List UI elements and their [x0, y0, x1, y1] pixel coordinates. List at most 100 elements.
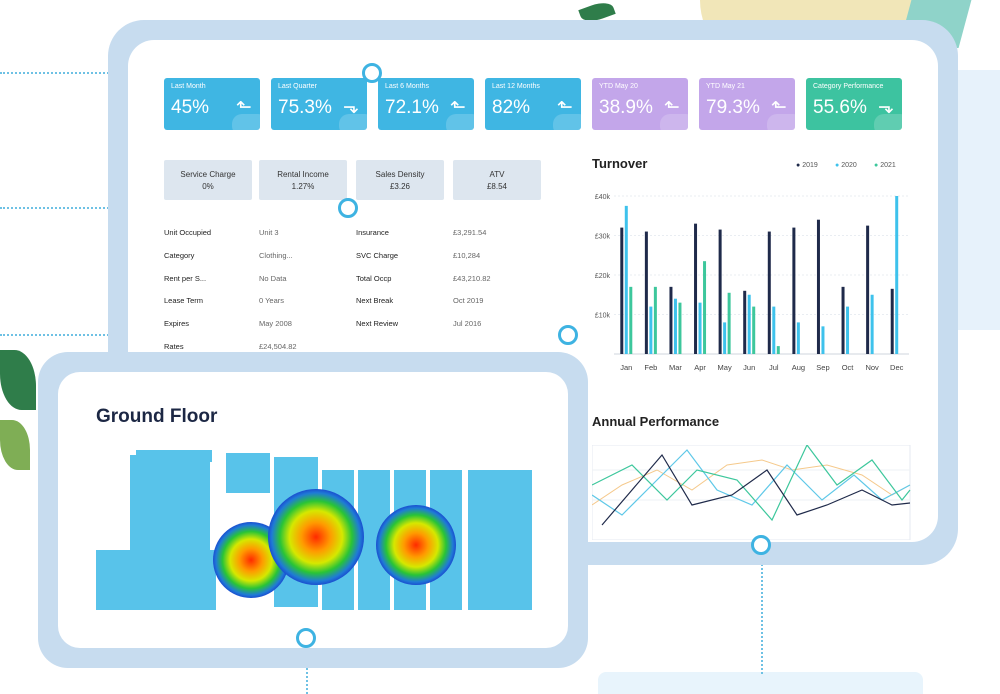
detail-label: Category — [164, 251, 195, 260]
kpi-card-ytd-may-20[interactable]: YTD May 20 38.9% ⬑ — [592, 78, 688, 130]
kpi-decor — [767, 114, 795, 130]
stat-card-atv[interactable]: ATV £8.54 — [453, 160, 541, 200]
bar[interactable] — [698, 302, 702, 354]
kpi-card-ytd-may-21[interactable]: YTD May 21 79.3% ⬑ — [699, 78, 795, 130]
kpi-decor — [874, 114, 902, 130]
connector-node-5 — [296, 628, 316, 648]
stat-card-rental-income[interactable]: Rental Income 1.27% — [259, 160, 347, 200]
bar[interactable] — [772, 306, 776, 354]
bar[interactable] — [673, 298, 677, 354]
trend-arrow-icon: ⬎ — [878, 97, 894, 118]
kpi-card-last-12-months[interactable]: Last 12 Months 82% ⬑ — [485, 78, 581, 130]
bar[interactable] — [890, 288, 894, 354]
trend-arrow-icon: ⬎ — [343, 97, 359, 118]
detail-value: £43,210.82 — [453, 274, 491, 283]
legend-item-2020[interactable]: ● 2020 — [835, 162, 857, 169]
bar[interactable] — [841, 286, 845, 354]
stat-card-service-charge[interactable]: Service Charge 0% — [164, 160, 252, 200]
bar[interactable] — [792, 227, 796, 354]
bar[interactable] — [629, 286, 633, 354]
connector-node-1 — [362, 63, 382, 83]
bar[interactable] — [718, 229, 722, 354]
bar[interactable] — [796, 322, 800, 354]
bar[interactable] — [727, 292, 731, 354]
kpi-decor — [232, 114, 260, 130]
heat-spot[interactable] — [376, 505, 456, 585]
detail-value: £3,291.54 — [453, 228, 487, 237]
kpi-decor — [553, 114, 581, 130]
kpi-value: 45% — [171, 97, 210, 118]
detail-label: Total Occp — [356, 274, 392, 283]
x-tick-label: Aug — [792, 363, 805, 372]
connector-node-3 — [558, 325, 578, 345]
floor-unit[interactable] — [130, 455, 210, 550]
annual-chart-background — [592, 445, 911, 540]
kpi-label: Last Month — [171, 83, 206, 90]
kpi-card-last-quarter[interactable]: Last Quarter 75.3% ⬎ — [271, 78, 367, 130]
kpi-value: 38.9% — [599, 97, 653, 118]
bar[interactable] — [752, 306, 756, 354]
kpi-label: YTD May 20 — [599, 83, 638, 90]
legend-item-2021[interactable]: ● 2021 — [874, 162, 896, 169]
bar[interactable] — [620, 227, 624, 354]
kpi-card-last-6-months[interactable]: Last 6 Months 72.1% ⬑ — [378, 78, 474, 130]
detail-value: Jul 2016 — [453, 319, 482, 328]
bar[interactable] — [846, 306, 850, 354]
kpi-label: Last 12 Months — [492, 83, 540, 90]
leaf-decor-4 — [0, 420, 30, 470]
bar[interactable] — [624, 205, 628, 354]
kpi-decor — [446, 114, 474, 130]
detail-label: Next Review — [356, 319, 399, 328]
detail-label: Next Break — [356, 296, 394, 305]
floor-title: Ground Floor — [96, 406, 218, 427]
leaf-decor-3 — [0, 350, 36, 410]
turnover-bar-chart: £40k £30k £20k £10k Jan Feb Mar Apr May Jun Jul Aug… — [595, 194, 909, 372]
stat-card-sales-density[interactable]: Sales Density £3.26 — [356, 160, 444, 200]
kpi-value: 55.6% — [813, 97, 867, 118]
detail-value: £10,284 — [453, 251, 481, 260]
turnover-chart-title: Turnover — [592, 156, 648, 171]
x-tick-label: Dec — [890, 363, 904, 372]
bar[interactable] — [649, 306, 653, 354]
annual-line-navy — [601, 453, 911, 526]
x-tick-label: Mar — [669, 363, 682, 372]
floor-unit[interactable] — [96, 550, 216, 610]
heat-spot[interactable] — [268, 489, 364, 585]
floor-unit[interactable] — [468, 470, 532, 610]
legend-label: 2019 — [802, 162, 818, 169]
bar[interactable] — [821, 326, 825, 354]
bar[interactable] — [653, 286, 657, 354]
bar[interactable] — [678, 302, 682, 354]
kpi-decor — [660, 114, 688, 130]
bar[interactable] — [644, 231, 648, 354]
bar[interactable] — [723, 322, 727, 354]
bar[interactable] — [703, 261, 707, 354]
kpi-value: 72.1% — [385, 97, 439, 118]
x-tick-label: Feb — [644, 363, 657, 372]
kpi-card-last-month[interactable]: Last Month 45% ⬑ — [164, 78, 260, 130]
bar[interactable] — [895, 196, 899, 354]
bar[interactable] — [870, 294, 874, 354]
bar[interactable] — [747, 294, 751, 354]
bar[interactable] — [669, 286, 673, 354]
floor-unit[interactable] — [226, 453, 270, 493]
bar[interactable] — [776, 346, 780, 354]
trend-arrow-icon: ⬑ — [771, 97, 787, 118]
bar[interactable] — [743, 290, 747, 354]
kpi-card-category-performance[interactable]: Category Performance 55.6% ⬎ — [806, 78, 902, 130]
detail-value: Oct 2019 — [453, 296, 484, 305]
detail-label: Unit Occupied — [164, 228, 212, 237]
bar[interactable] — [866, 225, 870, 354]
stat-title: ATV — [489, 170, 505, 179]
bar[interactable] — [767, 231, 771, 354]
bar[interactable] — [694, 223, 698, 354]
legend-item-2019[interactable]: ● 2019 — [796, 162, 818, 169]
floor-unit[interactable] — [136, 450, 212, 462]
legend-label: 2020 — [841, 162, 857, 169]
stat-value: 0% — [202, 182, 214, 191]
x-tick-label: Jul — [769, 363, 779, 372]
annual-performance-line-chart — [592, 445, 911, 540]
bar[interactable] — [816, 219, 820, 354]
detail-value: May 2008 — [259, 319, 292, 328]
detail-value: Clothing... — [259, 251, 293, 260]
